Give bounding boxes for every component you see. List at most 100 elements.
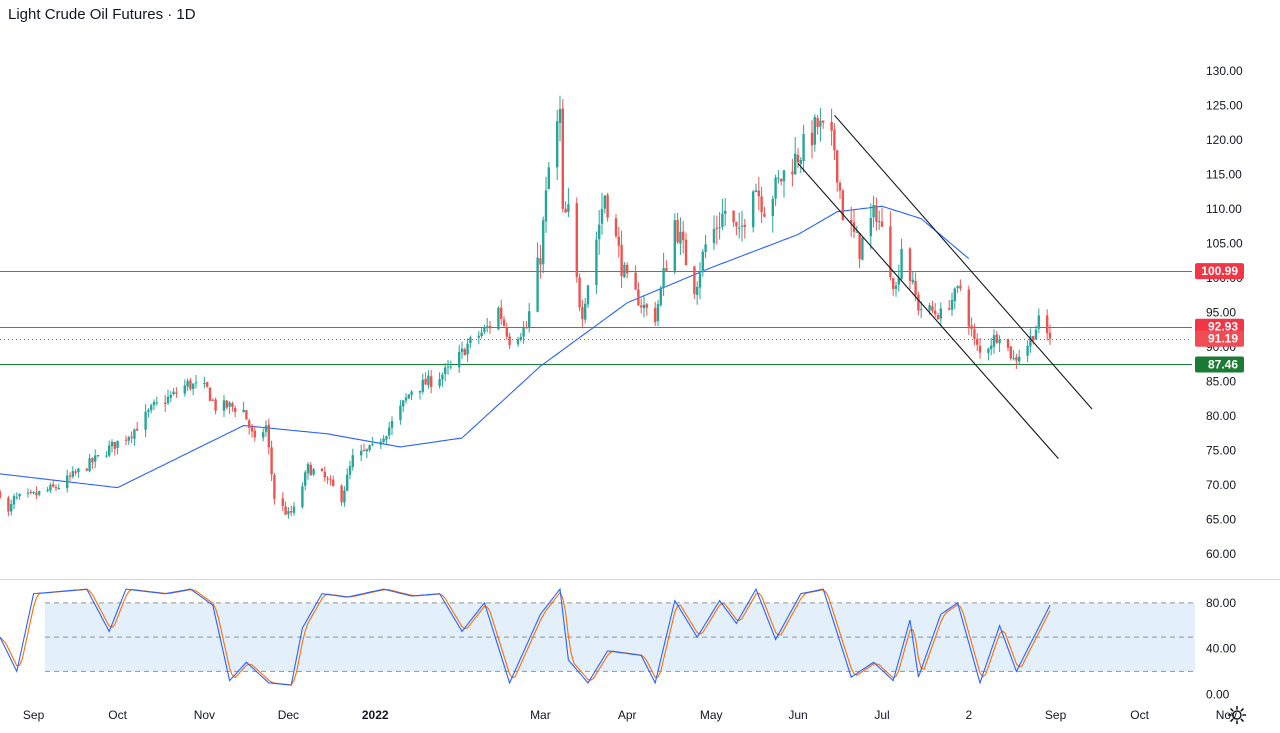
price-tick-label: 125.00 — [1206, 99, 1243, 113]
candle — [483, 324, 486, 335]
candle-body — [564, 208, 567, 213]
candle — [469, 335, 472, 348]
candle-body — [1029, 336, 1032, 347]
candle — [760, 186, 763, 224]
candle-body — [830, 121, 833, 131]
candle-body — [351, 455, 354, 468]
candle — [68, 472, 72, 482]
candle-body — [777, 177, 780, 179]
candle-body — [752, 191, 755, 228]
candle-body — [116, 440, 119, 448]
candle — [718, 212, 721, 240]
candle-body — [1048, 332, 1052, 339]
candle-body — [939, 308, 942, 319]
candle — [222, 395, 226, 417]
candle-body — [214, 399, 217, 411]
candle — [724, 198, 727, 227]
candle — [743, 218, 746, 239]
candle-body — [10, 503, 13, 512]
candle — [208, 387, 212, 401]
candle — [606, 192, 609, 222]
candle-body — [127, 437, 130, 441]
candle-body — [0, 491, 2, 498]
candle — [91, 457, 94, 469]
candle — [920, 301, 923, 319]
stoch-tick-label: 40.00 — [1206, 642, 1236, 656]
time-axis-label: Sep — [23, 708, 45, 722]
candle-body — [1034, 329, 1038, 340]
candle — [948, 299, 951, 311]
candle — [794, 136, 797, 176]
candle-body — [320, 468, 324, 471]
candle — [931, 300, 934, 314]
candle — [270, 440, 273, 482]
candle — [26, 488, 30, 498]
candle — [346, 468, 349, 492]
candle — [410, 389, 413, 401]
candle-body — [444, 367, 447, 375]
candle-body — [920, 309, 923, 311]
candle-body — [872, 204, 875, 218]
candle — [172, 387, 175, 396]
candle-body — [973, 329, 976, 339]
candle — [614, 214, 618, 239]
candle-body — [525, 327, 528, 329]
candle — [105, 451, 108, 458]
candle-body — [626, 264, 629, 274]
candle — [10, 499, 13, 516]
candle-body — [203, 382, 206, 384]
chart-title: Light Crude Oil Futures · 1D — [8, 6, 196, 23]
candle-body — [948, 308, 951, 310]
candle — [211, 398, 214, 401]
candle-body — [449, 366, 452, 368]
candle-body — [54, 486, 58, 489]
candle-body — [172, 391, 175, 395]
candle — [992, 329, 996, 354]
candle — [822, 120, 825, 129]
candle — [791, 158, 794, 187]
price-tick-label: 70.00 — [1206, 478, 1236, 492]
candle — [735, 221, 738, 236]
candle — [998, 335, 1001, 353]
candle — [85, 467, 88, 472]
candle-body — [1009, 346, 1012, 359]
candle — [466, 338, 469, 362]
candle — [497, 306, 500, 331]
time-axis-label: May — [700, 708, 723, 722]
price-tick-label: 105.00 — [1206, 236, 1243, 250]
candle-body — [469, 337, 472, 344]
candle — [343, 486, 346, 507]
candle-body — [500, 307, 503, 320]
candle — [861, 237, 864, 261]
candle-body — [917, 294, 920, 311]
candle-body — [970, 325, 973, 329]
candle-body — [696, 286, 699, 295]
candle — [332, 475, 335, 487]
settings-button[interactable] — [1226, 704, 1248, 726]
candle — [894, 281, 898, 297]
candle — [987, 347, 990, 361]
candle-body — [332, 479, 335, 486]
candle — [430, 370, 433, 394]
candle-body — [231, 403, 234, 407]
candle — [110, 439, 114, 453]
candle — [721, 198, 724, 230]
candle-body — [113, 441, 116, 449]
candle-body — [889, 226, 892, 278]
candle-body — [360, 450, 363, 456]
candle-body — [645, 304, 648, 308]
candle — [18, 493, 21, 500]
candle-body — [575, 202, 578, 277]
candle — [578, 273, 581, 312]
candle-body — [908, 248, 912, 281]
candle — [424, 372, 427, 385]
candle-body — [858, 232, 861, 259]
candle — [581, 299, 584, 327]
candle-body — [861, 237, 864, 260]
candle — [306, 461, 310, 480]
candle — [323, 466, 326, 482]
time-axis-label: Mar — [530, 708, 551, 722]
candle — [508, 332, 511, 350]
